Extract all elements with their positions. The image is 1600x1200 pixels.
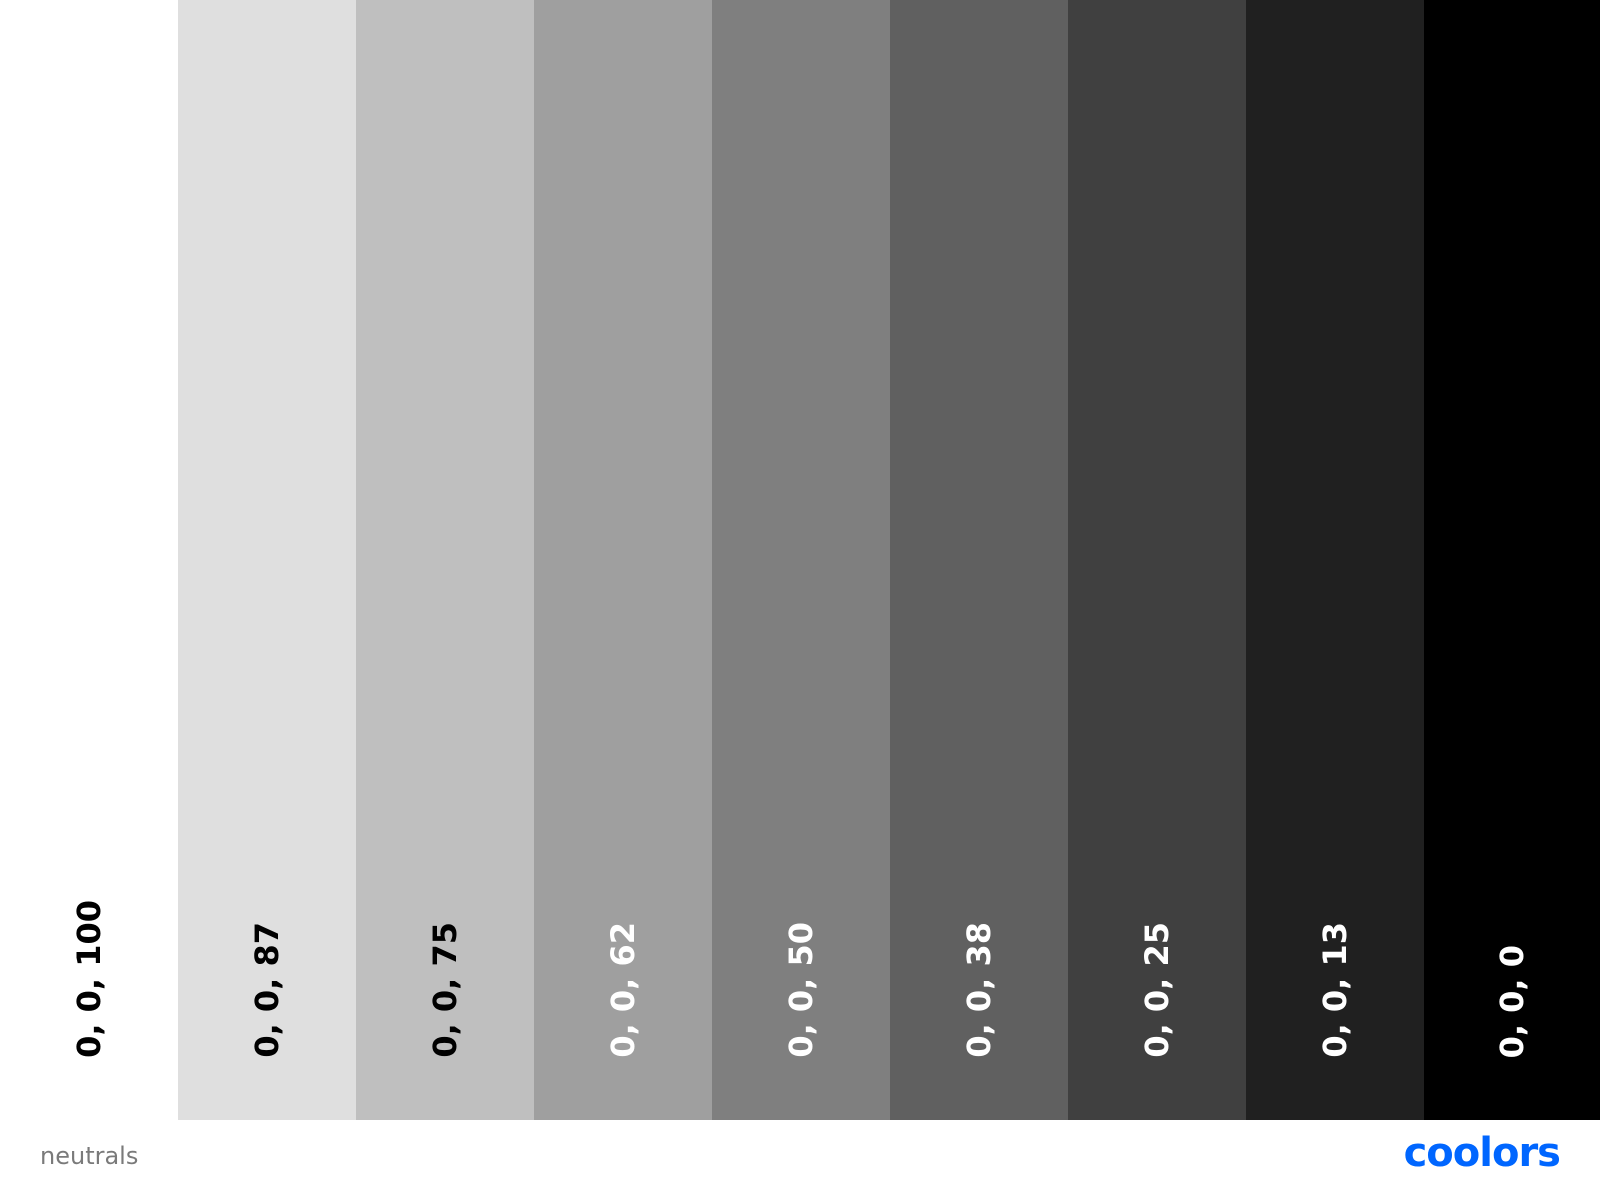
swatch-8[interactable]: 0, 0, 13 [1246,0,1424,1120]
swatch-5[interactable]: 0, 0, 50 [712,0,890,1120]
swatch-label: 0, 0, 0 [1493,944,1531,1058]
swatch-label: 0, 0, 25 [1138,922,1176,1058]
coolors-logo[interactable]: coolors [1403,1130,1561,1176]
swatch-label: 0, 0, 50 [782,922,820,1058]
swatch-6[interactable]: 0, 0, 38 [890,0,1068,1120]
swatch-1[interactable]: 0, 0, 100 [0,0,178,1120]
swatch-label: 0, 0, 13 [1316,922,1354,1058]
color-palette: 0, 0, 100 0, 0, 87 0, 0, 75 0, 0, 62 0, … [0,0,1600,1120]
swatch-label: 0, 0, 87 [248,922,286,1058]
swatch-label: 0, 0, 38 [960,922,998,1058]
swatch-label: 0, 0, 62 [604,922,642,1058]
palette-name: neutrals [40,1142,139,1170]
swatch-3[interactable]: 0, 0, 75 [356,0,534,1120]
footer: neutrals coolors [0,1120,1600,1200]
swatch-label: 0, 0, 75 [426,922,464,1058]
swatch-2[interactable]: 0, 0, 87 [178,0,356,1120]
swatch-label: 0, 0, 100 [70,900,108,1058]
swatch-4[interactable]: 0, 0, 62 [534,0,712,1120]
swatch-9[interactable]: 0, 0, 0 [1424,0,1600,1120]
swatch-7[interactable]: 0, 0, 25 [1068,0,1246,1120]
